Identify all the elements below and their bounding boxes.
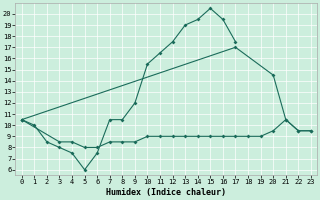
X-axis label: Humidex (Indice chaleur): Humidex (Indice chaleur) (106, 188, 226, 197)
